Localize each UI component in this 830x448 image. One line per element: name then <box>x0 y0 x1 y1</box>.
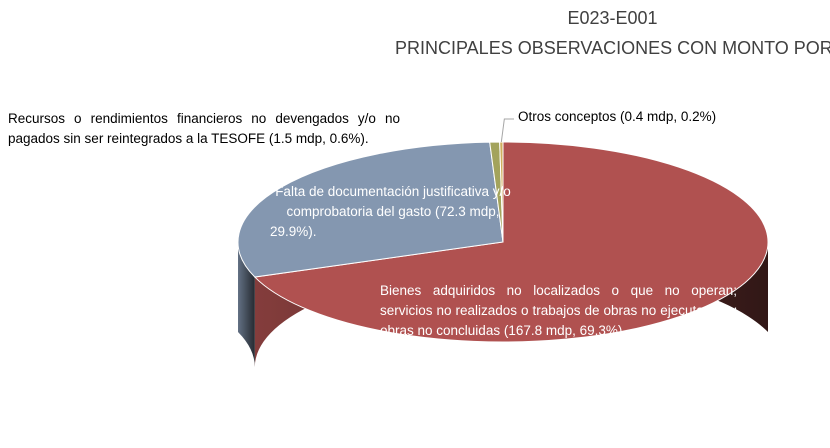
slice-label: Falta de documentación justificativa y/o… <box>270 184 511 239</box>
slice <box>237 141 504 278</box>
leader-line <box>500 118 514 143</box>
slice <box>499 141 504 243</box>
chart-subtitle: PRINCIPALES OBSERVACIONES CON MONTO POR … <box>395 38 830 58</box>
slice <box>253 141 769 343</box>
slice-label: Otros conceptos (0.4 mdp, 0.2%) <box>518 109 717 124</box>
chart-title: E023-E001 <box>567 8 658 28</box>
slice-label: Recursos o rendimientos financieros no d… <box>8 111 400 146</box>
slice-label: Bienes adquiridos no localizados o que n… <box>380 283 737 338</box>
